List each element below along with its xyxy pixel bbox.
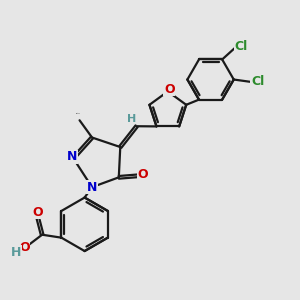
Text: N: N [87,181,97,194]
Text: N: N [67,150,77,163]
Text: Cl: Cl [251,75,264,88]
Text: H: H [127,114,136,124]
Text: H: H [11,246,21,259]
Text: O: O [19,241,30,254]
Text: O: O [164,82,175,96]
Text: methyl: methyl [76,113,80,114]
Text: O: O [32,206,43,219]
Text: O: O [138,168,148,181]
Text: Cl: Cl [235,40,248,53]
